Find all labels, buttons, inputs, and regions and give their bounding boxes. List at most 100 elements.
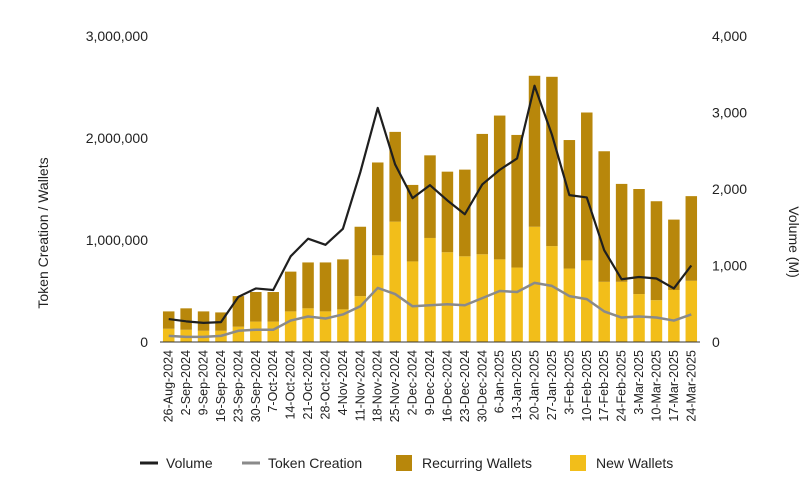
y-tick-right-1: 1,000 xyxy=(712,258,747,274)
x-tick-24-mar-2025: 24-Mar-2025 xyxy=(684,350,698,422)
x-tick-16-dec-2024: 16-Dec-2024 xyxy=(440,350,454,422)
x-tick-6-jan-2025: 6-Jan-2025 xyxy=(493,350,507,413)
legend-item-recurring-wallets: Recurring Wallets xyxy=(396,455,532,471)
bar-new-wallets-18-nov-2024 xyxy=(371,255,384,342)
x-tick-4-nov-2024: 4-Nov-2024 xyxy=(336,350,350,415)
y-tick-right-0: 0 xyxy=(712,334,720,350)
x-tick-17-mar-2025: 17-Mar-2025 xyxy=(667,350,681,422)
bar-recurring-wallets-13-jan-2025 xyxy=(511,134,523,268)
y-axis-title-left: Token Creation / Wallets xyxy=(35,157,51,308)
legend-item-volume: Volume xyxy=(140,455,213,471)
bar-new-wallets-2-dec-2024 xyxy=(406,261,419,342)
bar-recurring-wallets-21-oct-2024 xyxy=(302,262,314,309)
bar-new-wallets-3-feb-2025 xyxy=(563,268,576,342)
x-tick-3-mar-2025: 3-Mar-2025 xyxy=(632,350,646,415)
x-tick-25-nov-2024: 25-Nov-2024 xyxy=(388,350,402,422)
x-tick-20-jan-2025: 20-Jan-2025 xyxy=(528,350,542,420)
line-token-creation xyxy=(168,281,692,339)
bar-recurring-wallets-4-nov-2024 xyxy=(337,259,349,310)
bar-recurring-wallets-14-oct-2024 xyxy=(284,271,297,312)
bar-new-wallets-17-mar-2025 xyxy=(668,289,680,342)
line-layer xyxy=(168,84,693,339)
x-tick-23-dec-2024: 23-Dec-2024 xyxy=(458,350,472,422)
y-axis-title-right: Volume (M) xyxy=(786,206,800,278)
bar-layer xyxy=(162,75,698,342)
x-axis-ticks: 26-Aug-2024 2-Sep-2024 9-Sep-2024 16-Sep-20… xyxy=(162,350,699,422)
x-tick-21-oct-2024: 21-Oct-2024 xyxy=(301,350,315,420)
x-tick-16-sep-2024: 16-Sep-2024 xyxy=(214,350,228,422)
x-tick-2-dec-2024: 2-Dec-2024 xyxy=(406,350,420,415)
legend-swatch-new-wallets xyxy=(570,455,586,471)
bar-new-wallets-7-oct-2024 xyxy=(267,321,279,342)
x-tick-14-oct-2024: 14-Oct-2024 xyxy=(284,350,298,420)
bar-new-wallets-4-nov-2024 xyxy=(337,309,349,342)
legend-label-new-wallets: New Wallets xyxy=(596,455,673,471)
bar-recurring-wallets-17-feb-2025 xyxy=(598,151,610,282)
bar-new-wallets-16-dec-2024 xyxy=(441,252,454,342)
x-tick-24-feb-2025: 24-Feb-2025 xyxy=(615,350,629,422)
bar-recurring-wallets-10-feb-2025 xyxy=(581,112,593,261)
bar-new-wallets-30-sep-2024 xyxy=(250,321,262,342)
legend-item-new-wallets: New Wallets xyxy=(570,455,673,471)
bar-new-wallets-24-mar-2025 xyxy=(685,280,698,342)
bar-recurring-wallets-2-sep-2024 xyxy=(180,308,192,330)
bar-recurring-wallets-23-sep-2024 xyxy=(232,296,245,327)
bar-recurring-wallets-11-nov-2024 xyxy=(354,226,367,297)
bar-recurring-wallets-16-dec-2024 xyxy=(441,171,454,253)
x-tick-28-oct-2024: 28-Oct-2024 xyxy=(318,350,332,420)
bar-recurring-wallets-2-dec-2024 xyxy=(406,184,419,262)
right-axis-ticks: 0 1,000 2,000 3,000 4,000 xyxy=(712,28,747,350)
legend: Volume Token Creation Recurring Wallets New… xyxy=(140,455,673,471)
x-tick-9-sep-2024: 9-Sep-2024 xyxy=(197,350,211,415)
bar-new-wallets-23-dec-2024 xyxy=(459,256,471,342)
bar-new-wallets-14-oct-2024 xyxy=(284,311,297,342)
bar-new-wallets-20-jan-2025 xyxy=(528,226,541,342)
x-tick-13-jan-2025: 13-Jan-2025 xyxy=(510,350,524,420)
bar-recurring-wallets-30-sep-2024 xyxy=(250,292,262,322)
y-tick-right-2: 2,000 xyxy=(712,181,747,197)
y-tick-right-4: 4,000 xyxy=(712,28,747,44)
bar-recurring-wallets-9-sep-2024 xyxy=(197,311,210,331)
x-tick-9-dec-2024: 9-Dec-2024 xyxy=(423,350,437,415)
bar-new-wallets-10-feb-2025 xyxy=(581,260,593,342)
bar-new-wallets-13-jan-2025 xyxy=(511,267,523,342)
bar-recurring-wallets-20-jan-2025 xyxy=(528,75,541,227)
x-tick-30-sep-2024: 30-Sep-2024 xyxy=(249,350,263,422)
bar-recurring-wallets-9-dec-2024 xyxy=(424,155,436,238)
bar-recurring-wallets-24-feb-2025 xyxy=(615,183,628,282)
axes: 0 1,000,000 2,000,000 3,000,000 0 1,000 2,000… xyxy=(35,28,800,422)
y-tick-left-1: 1,000,000 xyxy=(86,232,148,248)
bar-recurring-wallets-30-dec-2024 xyxy=(476,133,489,255)
bar-recurring-wallets-10-mar-2025 xyxy=(650,201,663,301)
x-tick-2-sep-2024: 2-Sep-2024 xyxy=(179,350,193,415)
bar-new-wallets-24-feb-2025 xyxy=(615,281,628,342)
y-tick-left-0: 0 xyxy=(140,334,148,350)
bar-recurring-wallets-3-mar-2025 xyxy=(633,189,645,295)
bar-new-wallets-9-dec-2024 xyxy=(424,237,436,342)
bar-recurring-wallets-18-nov-2024 xyxy=(371,162,384,256)
bar-new-wallets-6-jan-2025 xyxy=(493,259,506,342)
left-axis-ticks: 0 1,000,000 2,000,000 3,000,000 xyxy=(86,28,149,350)
bar-recurring-wallets-25-nov-2024 xyxy=(389,131,401,222)
bar-new-wallets-23-sep-2024 xyxy=(232,326,245,342)
bar-new-wallets-21-oct-2024 xyxy=(302,308,314,342)
x-tick-18-nov-2024: 18-Nov-2024 xyxy=(371,350,385,422)
y-tick-left-2: 2,000,000 xyxy=(86,130,148,146)
x-tick-17-feb-2025: 17-Feb-2025 xyxy=(597,350,611,422)
bar-new-wallets-10-mar-2025 xyxy=(650,300,663,342)
bar-new-wallets-25-nov-2024 xyxy=(389,221,401,342)
legend-label-volume: Volume xyxy=(166,455,213,471)
x-tick-3-feb-2025: 3-Feb-2025 xyxy=(562,350,576,415)
x-tick-10-feb-2025: 10-Feb-2025 xyxy=(580,350,594,422)
bar-new-wallets-28-oct-2024 xyxy=(319,311,332,342)
bar-new-wallets-27-jan-2025 xyxy=(546,246,558,342)
bar-recurring-wallets-28-oct-2024 xyxy=(319,262,332,312)
legend-swatch-recurring-wallets xyxy=(396,455,412,471)
x-tick-27-jan-2025: 27-Jan-2025 xyxy=(545,350,559,420)
bar-recurring-wallets-17-mar-2025 xyxy=(668,219,680,290)
bar-new-wallets-26-aug-2024 xyxy=(162,328,175,342)
legend-label-token-creation: Token Creation xyxy=(268,455,362,471)
y-tick-left-3: 3,000,000 xyxy=(86,28,148,44)
line-volume xyxy=(168,84,693,324)
